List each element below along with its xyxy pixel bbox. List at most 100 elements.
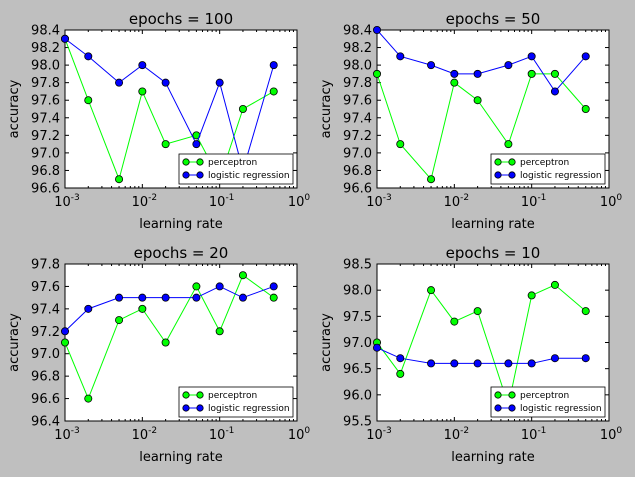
legend-marker	[508, 404, 516, 412]
data-point	[215, 78, 224, 87]
x-axis-label: learning rate	[451, 450, 535, 465]
y-tick-label: 97.0	[31, 347, 60, 362]
legend-marker	[196, 171, 204, 179]
legend-marker	[196, 391, 204, 399]
data-point	[372, 69, 381, 78]
y-tick-label: 98.5	[343, 258, 372, 273]
data-point	[550, 69, 559, 78]
y-tick-label: 96.5	[343, 362, 372, 377]
y-tick-label: 97.6	[343, 94, 372, 109]
data-point	[192, 140, 201, 149]
data-point	[527, 359, 536, 368]
y-tick-label: 97.8	[31, 258, 60, 273]
y-tick-label: 97.0	[31, 146, 60, 161]
legend-marker	[196, 158, 204, 166]
data-point	[138, 61, 147, 70]
legend-label: perceptron	[520, 391, 569, 401]
legend-marker	[182, 404, 190, 412]
legend: perceptron logistic regression	[490, 386, 606, 418]
x-tick-label: 10-2	[132, 426, 158, 443]
data-point	[84, 52, 93, 61]
data-point	[61, 338, 70, 347]
data-point	[427, 61, 436, 70]
y-axis-label: accuracy	[7, 313, 22, 372]
legend-label: logistic regression	[520, 171, 602, 181]
y-tick-label: 97.6	[31, 280, 60, 295]
data-point	[550, 87, 559, 96]
x-axis-label: learning rate	[139, 217, 223, 232]
data-point	[450, 359, 459, 368]
data-point	[161, 78, 170, 87]
data-point	[192, 282, 201, 291]
data-point	[581, 52, 590, 61]
y-tick-label: 97.4	[343, 111, 372, 126]
x-tick-label: 100	[600, 426, 623, 443]
data-point	[581, 105, 590, 114]
data-point	[427, 286, 436, 295]
legend-marker	[508, 158, 516, 166]
x-tick-label: 10-3	[366, 193, 392, 210]
x-tick-label: 100	[288, 426, 311, 443]
x-tick-label: 10-1	[209, 193, 235, 210]
data-point	[473, 359, 482, 368]
y-tick-label: 97.4	[31, 111, 60, 126]
data-point	[527, 52, 536, 61]
subplot-3: epochs = 20 learning rate accuracy 96.4 96.6…	[7, 244, 310, 465]
legend-label: perceptron	[520, 158, 569, 168]
x-tick-label: 100	[288, 193, 311, 210]
data-point	[504, 61, 513, 70]
subplot-1: epochs = 100 learning rate accuracy 96.6 96.…	[7, 10, 310, 232]
data-point	[581, 307, 590, 316]
y-tick-label: 98.4	[31, 24, 60, 39]
y-tick-label: 97.6	[31, 94, 60, 109]
x-tick-label: 10-1	[521, 426, 547, 443]
x-tick-label: 10-2	[444, 426, 470, 443]
legend-label: logistic regression	[520, 404, 602, 414]
data-point	[581, 354, 590, 363]
y-axis-label: accuracy	[7, 79, 22, 138]
x-tick-label: 10-3	[54, 426, 80, 443]
data-point	[372, 343, 381, 352]
subplot-2: epochs = 50 learning rate accuracy 96.6 96.8…	[319, 10, 622, 232]
data-point	[504, 359, 513, 368]
data-point	[450, 317, 459, 326]
legend: perceptron logistic regression	[178, 153, 294, 185]
y-tick-label: 97.4	[31, 302, 60, 317]
data-point	[215, 282, 224, 291]
legend-box	[178, 153, 294, 185]
y-tick-label: 97.5	[343, 310, 372, 325]
x-tick-label: 10-1	[209, 426, 235, 443]
data-point	[473, 69, 482, 78]
legend-marker	[494, 391, 502, 399]
data-point	[84, 394, 93, 403]
data-point	[473, 307, 482, 316]
x-tick-label: 100	[600, 193, 623, 210]
data-point	[396, 354, 405, 363]
legend-box	[490, 153, 606, 185]
data-point	[161, 293, 170, 302]
data-point	[138, 304, 147, 313]
x-tick-label: 10-1	[521, 193, 547, 210]
y-tick-label: 96.8	[31, 370, 60, 385]
data-point	[269, 282, 278, 291]
data-point	[192, 293, 201, 302]
data-point	[550, 354, 559, 363]
legend-label: logistic regression	[208, 171, 290, 181]
x-tick-label: 10-2	[132, 193, 158, 210]
x-axis-label: learning rate	[139, 450, 223, 465]
data-point	[450, 78, 459, 87]
y-tick-label: 97.0	[343, 146, 372, 161]
chart-title: epochs = 20	[134, 244, 229, 262]
data-point	[427, 359, 436, 368]
y-tick-label: 98.4	[343, 24, 372, 39]
data-point	[115, 293, 124, 302]
y-axis-label: accuracy	[319, 79, 334, 138]
data-point	[238, 293, 247, 302]
y-tick-label: 95.5	[343, 415, 372, 430]
data-point	[84, 96, 93, 105]
legend-box	[490, 386, 606, 418]
y-tick-label: 97.2	[31, 129, 60, 144]
legend-label: perceptron	[208, 391, 257, 401]
legend-marker	[494, 158, 502, 166]
data-point	[238, 271, 247, 280]
